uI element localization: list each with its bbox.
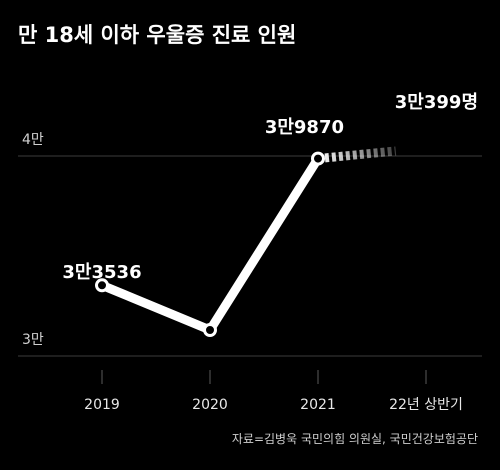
data-point-1 [203, 323, 217, 337]
y-axis-ticks: 3만 4만 [22, 132, 44, 348]
line-segment-0 [97, 280, 215, 335]
line-segment-1 [205, 154, 323, 335]
x-axis-ticks: 2019 2020 2021 22년 상반기 [84, 370, 463, 413]
data-label-3: 3만399명 [395, 92, 478, 113]
series-layer [95, 146, 397, 337]
x-tick-label-2: 2021 [300, 397, 336, 413]
x-tick-label-0: 2019 [84, 397, 120, 413]
y-tick-label-1: 4만 [22, 132, 44, 148]
x-tick-label-3: 22년 상반기 [389, 397, 463, 413]
data-label-2: 3만9870 [265, 117, 344, 138]
y-tick-label-0: 3만 [22, 332, 44, 348]
grid-layer [18, 155, 482, 357]
data-label-0: 3만3536 [62, 262, 141, 283]
data-point-2 [311, 151, 325, 166]
source-note: 자료=김병욱 국민의힘 의원실, 국민건강보험공단 [232, 432, 478, 446]
data-labels: 3만3536 3만9870 3만399명 [62, 92, 478, 283]
chart-title: 만 18세 이하 우울증 진료 인원 [18, 23, 296, 47]
projection-segment [317, 146, 397, 164]
data-point-0 [95, 278, 109, 293]
x-tick-label-1: 2020 [192, 397, 228, 413]
